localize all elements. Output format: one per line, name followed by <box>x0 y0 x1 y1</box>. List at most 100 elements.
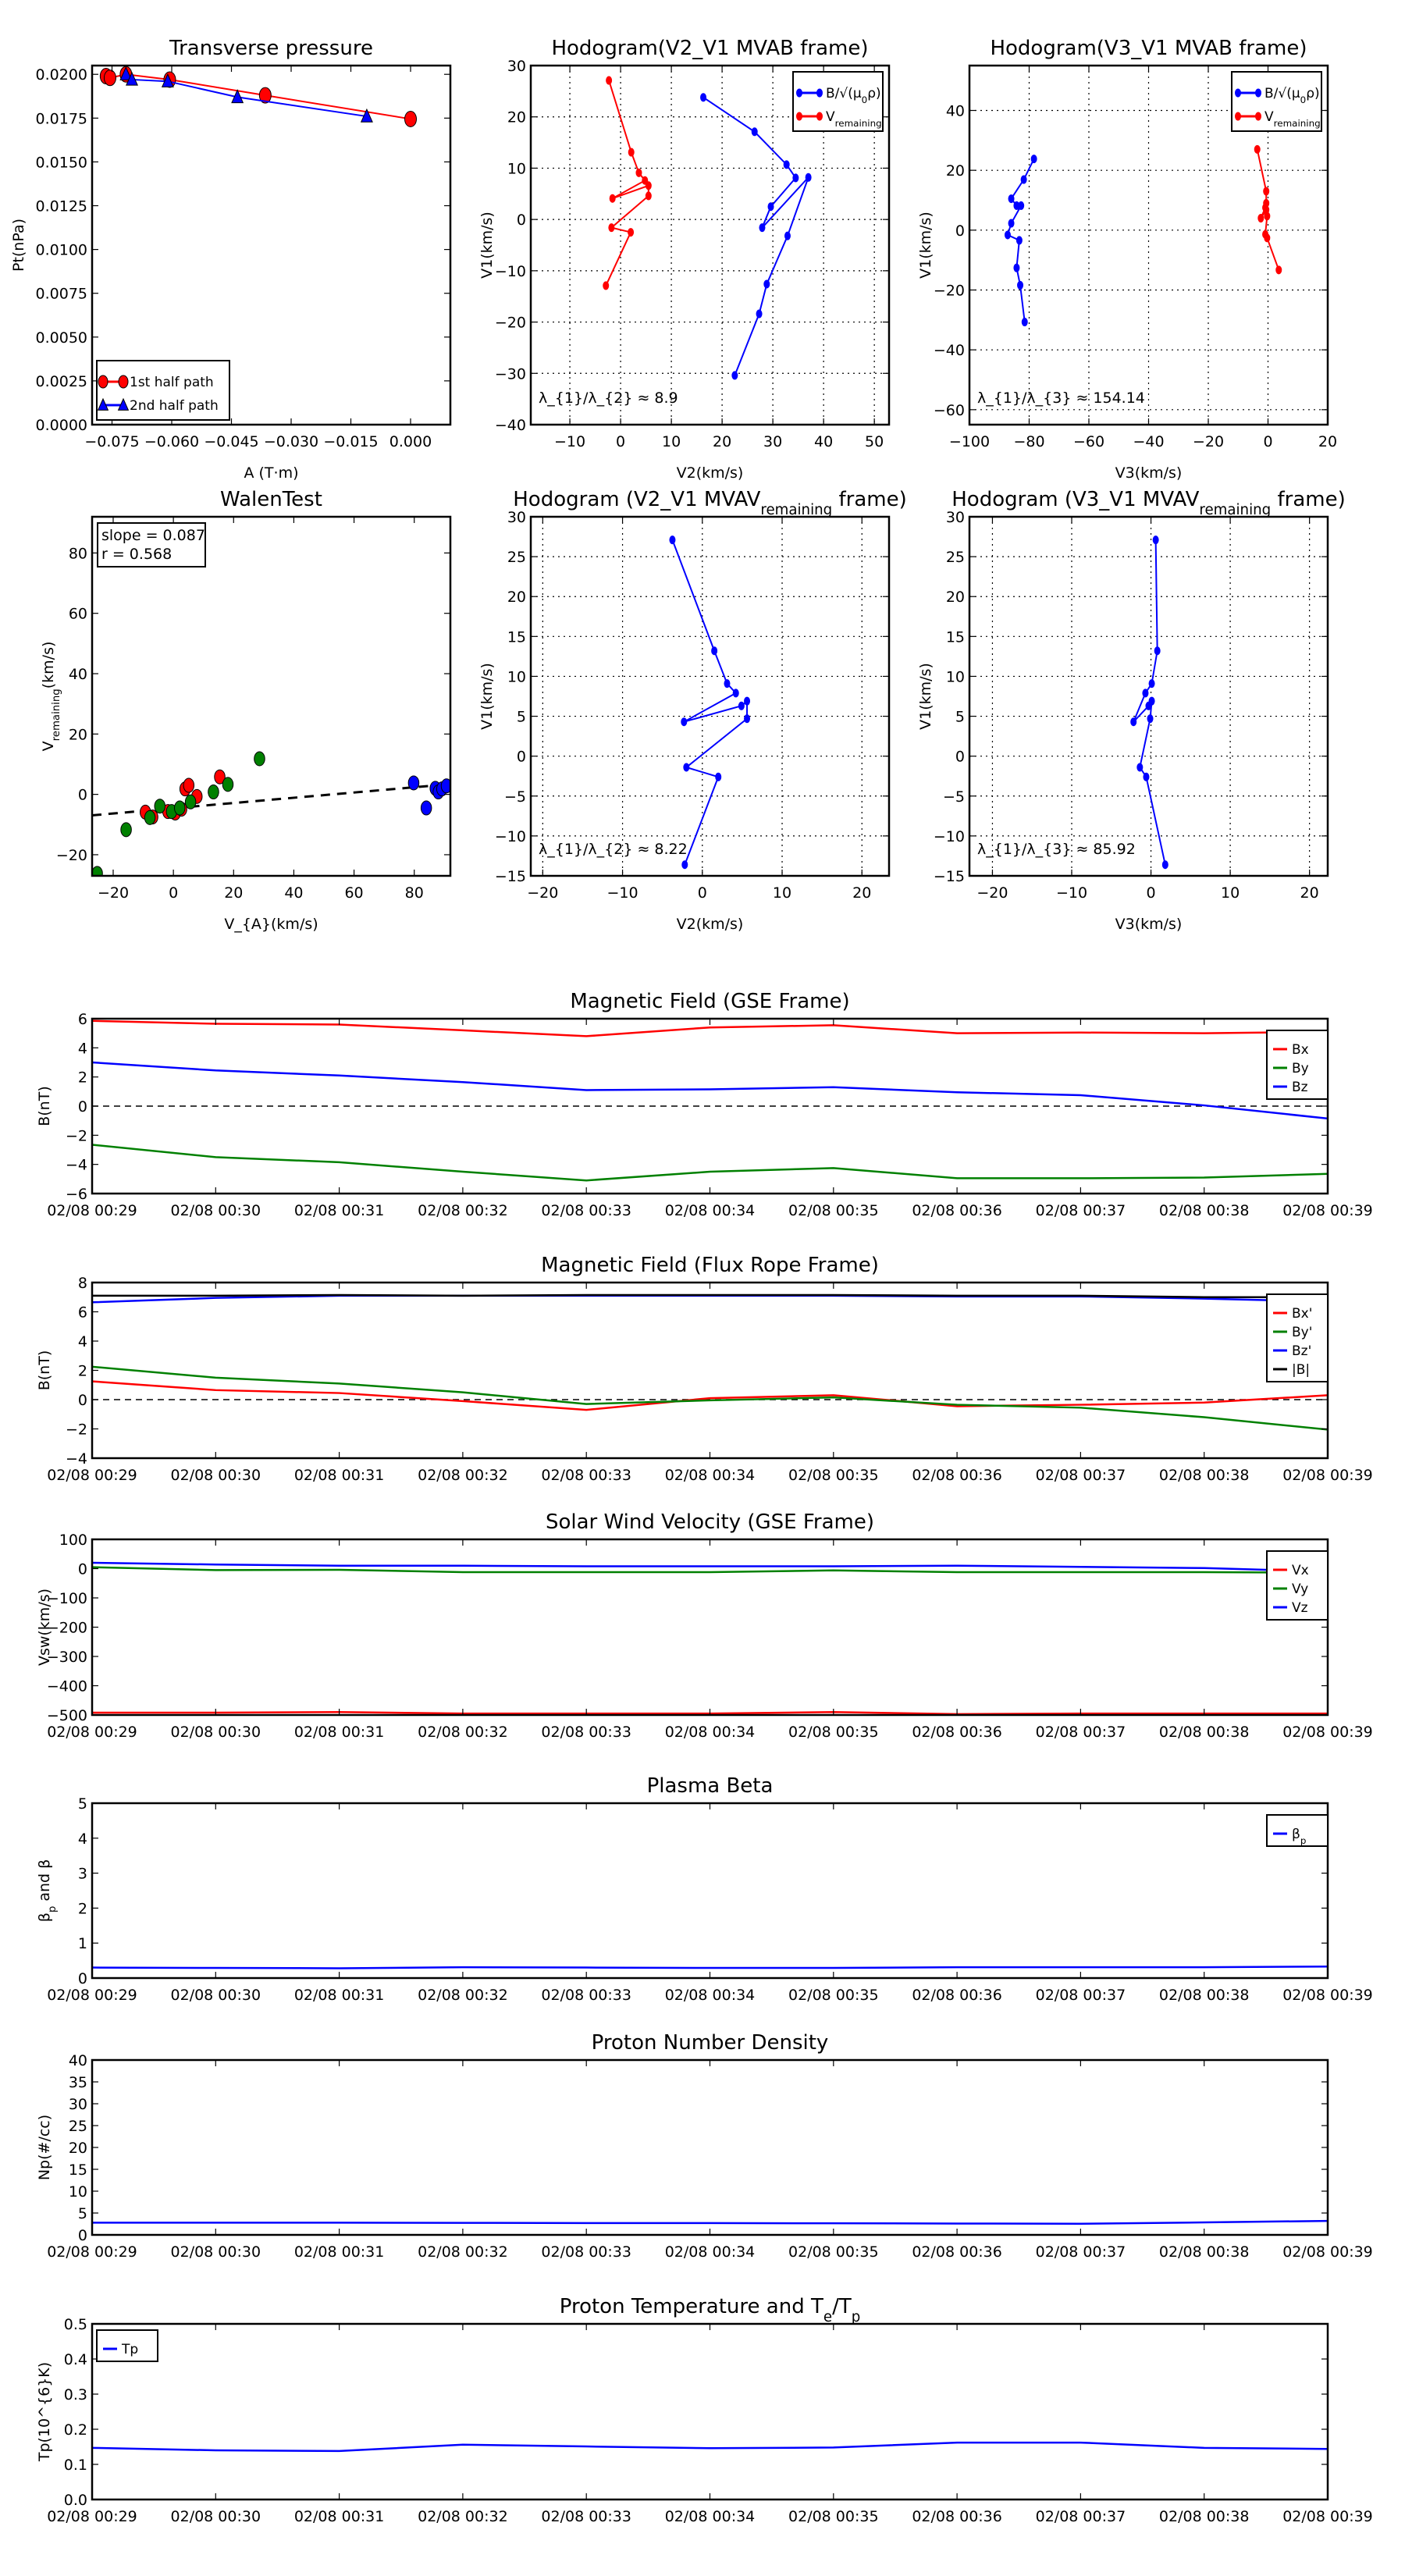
data-point <box>784 231 791 240</box>
y-axis-label: B(nT) <box>36 1350 53 1391</box>
y-tick-label: 0 <box>517 749 526 766</box>
data-point <box>1008 219 1015 228</box>
data-point <box>1018 201 1025 210</box>
data-point <box>744 714 751 724</box>
data-point <box>681 860 688 870</box>
x-tick-label: 02/08 00:33 <box>541 1467 631 1484</box>
chart-title: Hodogram(V3_V1 MVAB frame) <box>990 37 1307 60</box>
x-tick-label: 0 <box>616 433 625 450</box>
series-layer <box>92 2441 1328 2453</box>
x-tick-label: 02/08 00:37 <box>1036 1987 1126 2004</box>
y-tick-label: 0 <box>955 222 965 240</box>
y-axis-label: βp​ and β <box>36 1859 59 1923</box>
data-point <box>783 160 790 169</box>
data-point <box>1013 263 1020 272</box>
x-tick-label: 02/08 00:33 <box>541 2243 631 2261</box>
y-tick-label: 20 <box>507 109 526 126</box>
axes-frame <box>91 515 452 877</box>
y-tick-label: 0.3 <box>64 2386 87 2403</box>
data-point <box>420 800 432 816</box>
legend-label: Vz <box>1292 1600 1308 1616</box>
x-tick-label: 02/08 00:38 <box>1159 1202 1250 1219</box>
axes-frame <box>529 64 891 426</box>
chart-hodogram-v3-v1-mvav: −20 −10 0 10 20 −15 −10 −5 0 5 10 15 20 25 30Hodogram … <box>917 488 1346 933</box>
x-tick-label: 02/08 00:36 <box>912 1467 1002 1484</box>
y-tick-label: 10 <box>507 160 526 177</box>
series-line-2 <box>92 1561 1328 1573</box>
y-axis-label: V1(km/s) <box>478 212 496 279</box>
legend-marker <box>1255 88 1261 98</box>
x-tick-label: 02/08 00:37 <box>1036 2508 1126 2525</box>
data-point <box>603 281 610 290</box>
y-tick-label: 40 <box>946 103 965 120</box>
x-tick-label: 02/08 00:34 <box>665 1202 756 1219</box>
y-tick-label: 0 <box>78 1098 87 1115</box>
x-tick-label: 0 <box>1263 433 1272 450</box>
legend-label: Vremaining​ <box>1264 109 1321 129</box>
data-point <box>1130 717 1137 727</box>
x-tick-label: 02/08 00:31 <box>294 1987 385 2004</box>
legend-label: By' <box>1292 1325 1312 1340</box>
data-point <box>1030 155 1037 164</box>
x-tick-label: 02/08 00:35 <box>788 2243 879 2261</box>
y-tick-label: 30 <box>507 509 526 526</box>
data-point <box>1143 772 1150 781</box>
y-tick-label: 30 <box>507 58 526 75</box>
chart-title: Hodogram (V3_V1 MVAVremaining​ frame) <box>951 488 1345 518</box>
axes-frame <box>91 64 452 426</box>
x-tick-label: −80 <box>1013 433 1044 450</box>
y-tick-label: 20 <box>946 162 965 180</box>
y-tick-label: 40 <box>69 666 87 683</box>
y-tick-label: 0 <box>517 212 526 229</box>
x-tick-label: 20 <box>1300 884 1319 902</box>
x-tick-label: 02/08 00:39 <box>1282 1987 1373 2004</box>
x-tick-label: 02/08 00:34 <box>665 2243 756 2261</box>
y-tick-label: 5 <box>517 709 526 726</box>
x-axis-label: V3(km/s) <box>1115 916 1183 933</box>
x-tick-label: 20 <box>224 884 243 902</box>
legend-box <box>1266 1293 1329 1382</box>
series-line-1 <box>605 80 649 286</box>
x-tick-label: 02/08 00:38 <box>1159 1467 1250 1484</box>
plot-area <box>92 2324 1328 2500</box>
y-axis-label: V1(km/s) <box>478 663 496 730</box>
y-tick-label: 80 <box>69 545 87 562</box>
y-tick-label: 0 <box>78 787 87 804</box>
series-line-1 <box>92 1365 1328 1431</box>
x-tick-label: 0 <box>169 884 178 902</box>
data-point <box>126 71 138 86</box>
x-tick-label: −0.045 <box>204 433 258 450</box>
legend-label: Bz' <box>1292 1343 1311 1359</box>
data-point <box>608 223 615 233</box>
y-tick-label: −40 <box>934 342 965 359</box>
x-tick-label: 40 <box>814 433 833 450</box>
series-layer <box>92 2219 1328 2225</box>
y-tick-label: 0.5 <box>64 2316 87 2333</box>
x-tick-label: 02/08 00:31 <box>294 2508 385 2525</box>
chart-title: Proton Temperature and Te​/Tp​ <box>560 2295 861 2325</box>
legend-marker <box>98 375 108 389</box>
y-tick-label: 20 <box>507 589 526 606</box>
y-tick-label: 5 <box>955 709 965 726</box>
y-tick-label: 15 <box>946 628 965 646</box>
data-point <box>407 775 420 791</box>
data-point <box>683 763 690 772</box>
x-tick-label: 10 <box>773 884 791 902</box>
y-axis-label: B(nT) <box>36 1086 53 1126</box>
series-layer <box>669 535 751 870</box>
legend-marker <box>1235 112 1241 121</box>
x-tick-label: 02/08 00:32 <box>418 1202 508 1219</box>
y-tick-label: −10 <box>495 828 526 845</box>
x-axis-label: A (T·m) <box>244 464 298 482</box>
chart-proton-number-density: 02/08 00:29 02/08 00:30 02/08 00:31 02/08 0… <box>36 2031 1373 2261</box>
legend-box <box>1231 71 1322 132</box>
data-point <box>609 194 616 203</box>
y-tick-label: 0.0200 <box>36 66 87 84</box>
x-tick-label: −60 <box>1073 433 1104 450</box>
x-tick-label: −20 <box>98 884 129 902</box>
data-point <box>1154 646 1161 656</box>
legend-label: |B| <box>1292 1362 1310 1378</box>
x-tick-label: 02/08 00:36 <box>912 2243 1002 2261</box>
legend: B/√(μ0​ρ) Vremaining​ <box>1231 71 1322 132</box>
series-layer <box>1130 535 1168 870</box>
